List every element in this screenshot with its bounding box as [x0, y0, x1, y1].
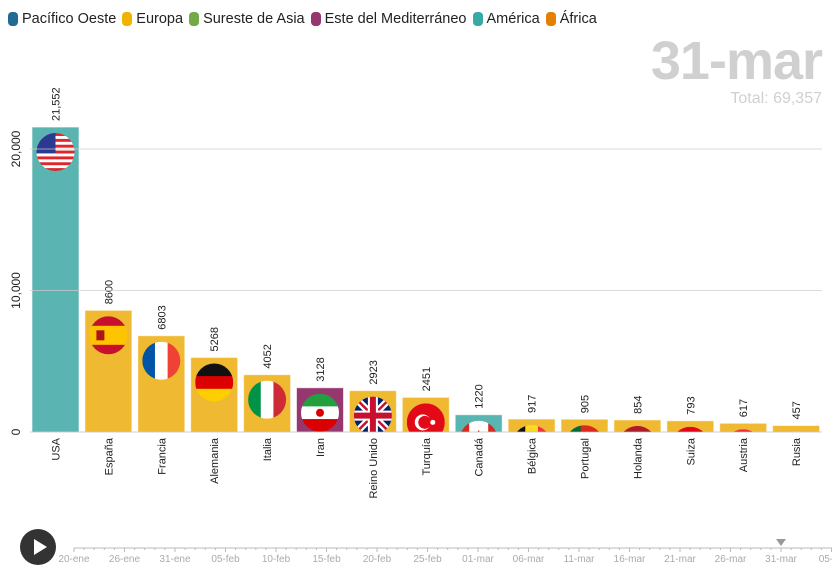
timeline-tick[interactable]: 11-mar: [564, 554, 596, 565]
value-label: 6803: [156, 305, 168, 329]
legend-label: Pacífico Oeste: [22, 11, 117, 27]
timeline-tick[interactable]: 25-feb: [413, 554, 442, 565]
timeline-tick[interactable]: 31-ene: [159, 554, 191, 565]
value-label: 8600: [103, 280, 115, 304]
category-label: Alemania: [209, 437, 221, 484]
legend-item[interactable]: Sureste de Asia: [189, 11, 305, 27]
legend-item[interactable]: Europa: [122, 11, 183, 27]
legend-item[interactable]: Este del Mediterráneo: [310, 11, 467, 27]
category-label: USA: [51, 437, 63, 460]
legend-item[interactable]: Pacífico Oeste: [8, 11, 116, 27]
timeline-tick[interactable]: 21-mar: [664, 554, 696, 565]
category-label: Turquía: [421, 437, 433, 475]
category-label: Austria: [738, 437, 750, 472]
legend-swatch: [545, 12, 556, 26]
value-label: 2451: [421, 367, 433, 391]
category-label: Italia: [262, 437, 274, 461]
flag-turkey-icon: [406, 403, 445, 433]
flag-france-icon: [142, 341, 181, 380]
value-label: 4052: [262, 344, 274, 368]
bar-Rusia[interactable]: [772, 425, 821, 433]
category-label: Suiza: [685, 437, 697, 465]
flag-switzerland-icon: [671, 426, 710, 433]
legend-label: Sureste de Asia: [203, 11, 305, 27]
flag-usa-icon: [36, 133, 75, 172]
legend-item[interactable]: América: [472, 11, 540, 27]
flag-austria-icon: [724, 429, 763, 432]
value-label: 3128: [315, 357, 327, 381]
legend-item[interactable]: África: [545, 11, 597, 27]
y-tick-label: 20,000: [9, 130, 23, 167]
timeline-tick[interactable]: 15-feb: [312, 554, 341, 565]
legend: Pacífico Oeste Europa Sureste de Asia Este …: [8, 11, 597, 27]
value-label: 617: [738, 399, 750, 417]
play-button[interactable]: [20, 529, 56, 565]
timeline-handle[interactable]: [776, 539, 786, 546]
legend-swatch: [472, 12, 483, 26]
y-tick-label: 0: [9, 428, 23, 435]
timeline-tick[interactable]: 16-mar: [614, 554, 646, 565]
bar-USA[interactable]: [31, 126, 80, 433]
value-label: 854: [632, 396, 644, 414]
value-label: 917: [527, 395, 539, 413]
category-label: Canadá: [474, 437, 486, 476]
flag-italy-icon: [248, 380, 287, 419]
category-label: Iran: [315, 438, 327, 457]
current-date: 31-mar: [650, 31, 823, 91]
value-label: 21,552: [51, 87, 63, 121]
timeline-tick[interactable]: 20-feb: [363, 554, 392, 565]
timeline-tick[interactable]: 06-mar: [513, 554, 545, 565]
flag-spain-icon: [89, 316, 128, 355]
legend-swatch: [8, 12, 18, 26]
legend-swatch: [189, 12, 200, 26]
category-label: Bélgica: [527, 437, 539, 474]
timeline-tick[interactable]: 01-mar: [462, 554, 494, 565]
value-label: 793: [685, 396, 697, 414]
category-label: Holanda: [632, 437, 644, 479]
timeline-tick[interactable]: 26-ene: [109, 554, 141, 565]
legend-label: África: [559, 11, 597, 27]
legend-swatch: [310, 12, 321, 26]
legend-label: Europa: [136, 11, 184, 27]
category-label: España: [103, 437, 115, 475]
timeline-tick[interactable]: 26-mar: [715, 554, 747, 565]
timeline-tick[interactable]: 05-ab: [819, 554, 832, 565]
y-tick-label: 10,000: [9, 272, 23, 309]
timeline-tick[interactable]: 10-feb: [262, 554, 291, 565]
value-label: 5268: [209, 327, 221, 351]
flag-germany-icon: [195, 363, 234, 402]
value-label: 905: [580, 395, 592, 413]
value-label: 1220: [474, 384, 486, 408]
timeline-tick[interactable]: 20-ene: [58, 554, 90, 565]
flag-iran-icon: [301, 393, 339, 432]
flag-netherlands-icon: [618, 425, 657, 432]
value-label: 457: [791, 401, 803, 419]
flag-uk-icon: [353, 396, 392, 433]
timeline-tick[interactable]: 31-mar: [765, 554, 797, 565]
total-count: Total: 69,357: [730, 90, 822, 107]
category-label: Reino Unido: [368, 438, 380, 499]
timeline-tick[interactable]: 05-feb: [211, 554, 240, 565]
value-label: 2923: [368, 360, 380, 384]
category-label: Rusia: [791, 437, 803, 466]
legend-label: América: [486, 11, 540, 27]
legend-swatch: [122, 12, 133, 26]
category-label: Portugal: [580, 438, 592, 479]
category-label: Francia: [156, 437, 168, 475]
legend-label: Este del Mediterráneo: [324, 11, 467, 27]
